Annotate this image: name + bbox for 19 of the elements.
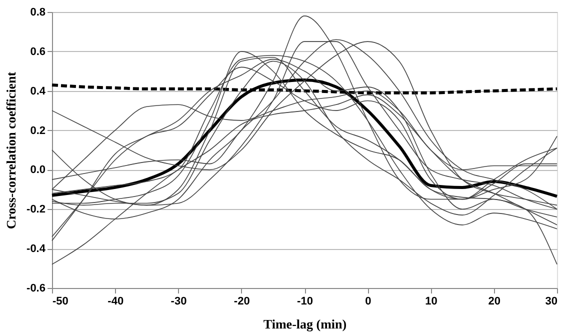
- y-tick-label: 0.6: [30, 46, 46, 58]
- x-tick-label: -10: [297, 296, 313, 308]
- x-tick-label: -40: [108, 296, 124, 308]
- y-tick-label: -0.6: [26, 282, 46, 294]
- y-tick-label: -0.2: [26, 204, 46, 216]
- x-tick-label: -30: [170, 296, 187, 308]
- y-tick-label: 0.0: [30, 164, 46, 176]
- x-tick-label: 30: [545, 296, 558, 308]
- y-tick-label: 0.8: [30, 6, 46, 18]
- y-tick-label: 0.4: [30, 85, 46, 98]
- y-axis-title: Cross-correlation coefficient: [4, 71, 19, 230]
- x-tick-label: 0: [365, 296, 372, 308]
- x-tick-label: 10: [425, 296, 438, 308]
- x-tick-label: -50: [52, 296, 68, 308]
- y-tick-label: 0.2: [30, 124, 46, 137]
- x-axis-title: Time-lag (min): [263, 316, 347, 332]
- y-tick-label: -0.4: [26, 243, 46, 256]
- x-tick-label: -20: [234, 296, 250, 308]
- x-tick-label: 20: [488, 296, 500, 308]
